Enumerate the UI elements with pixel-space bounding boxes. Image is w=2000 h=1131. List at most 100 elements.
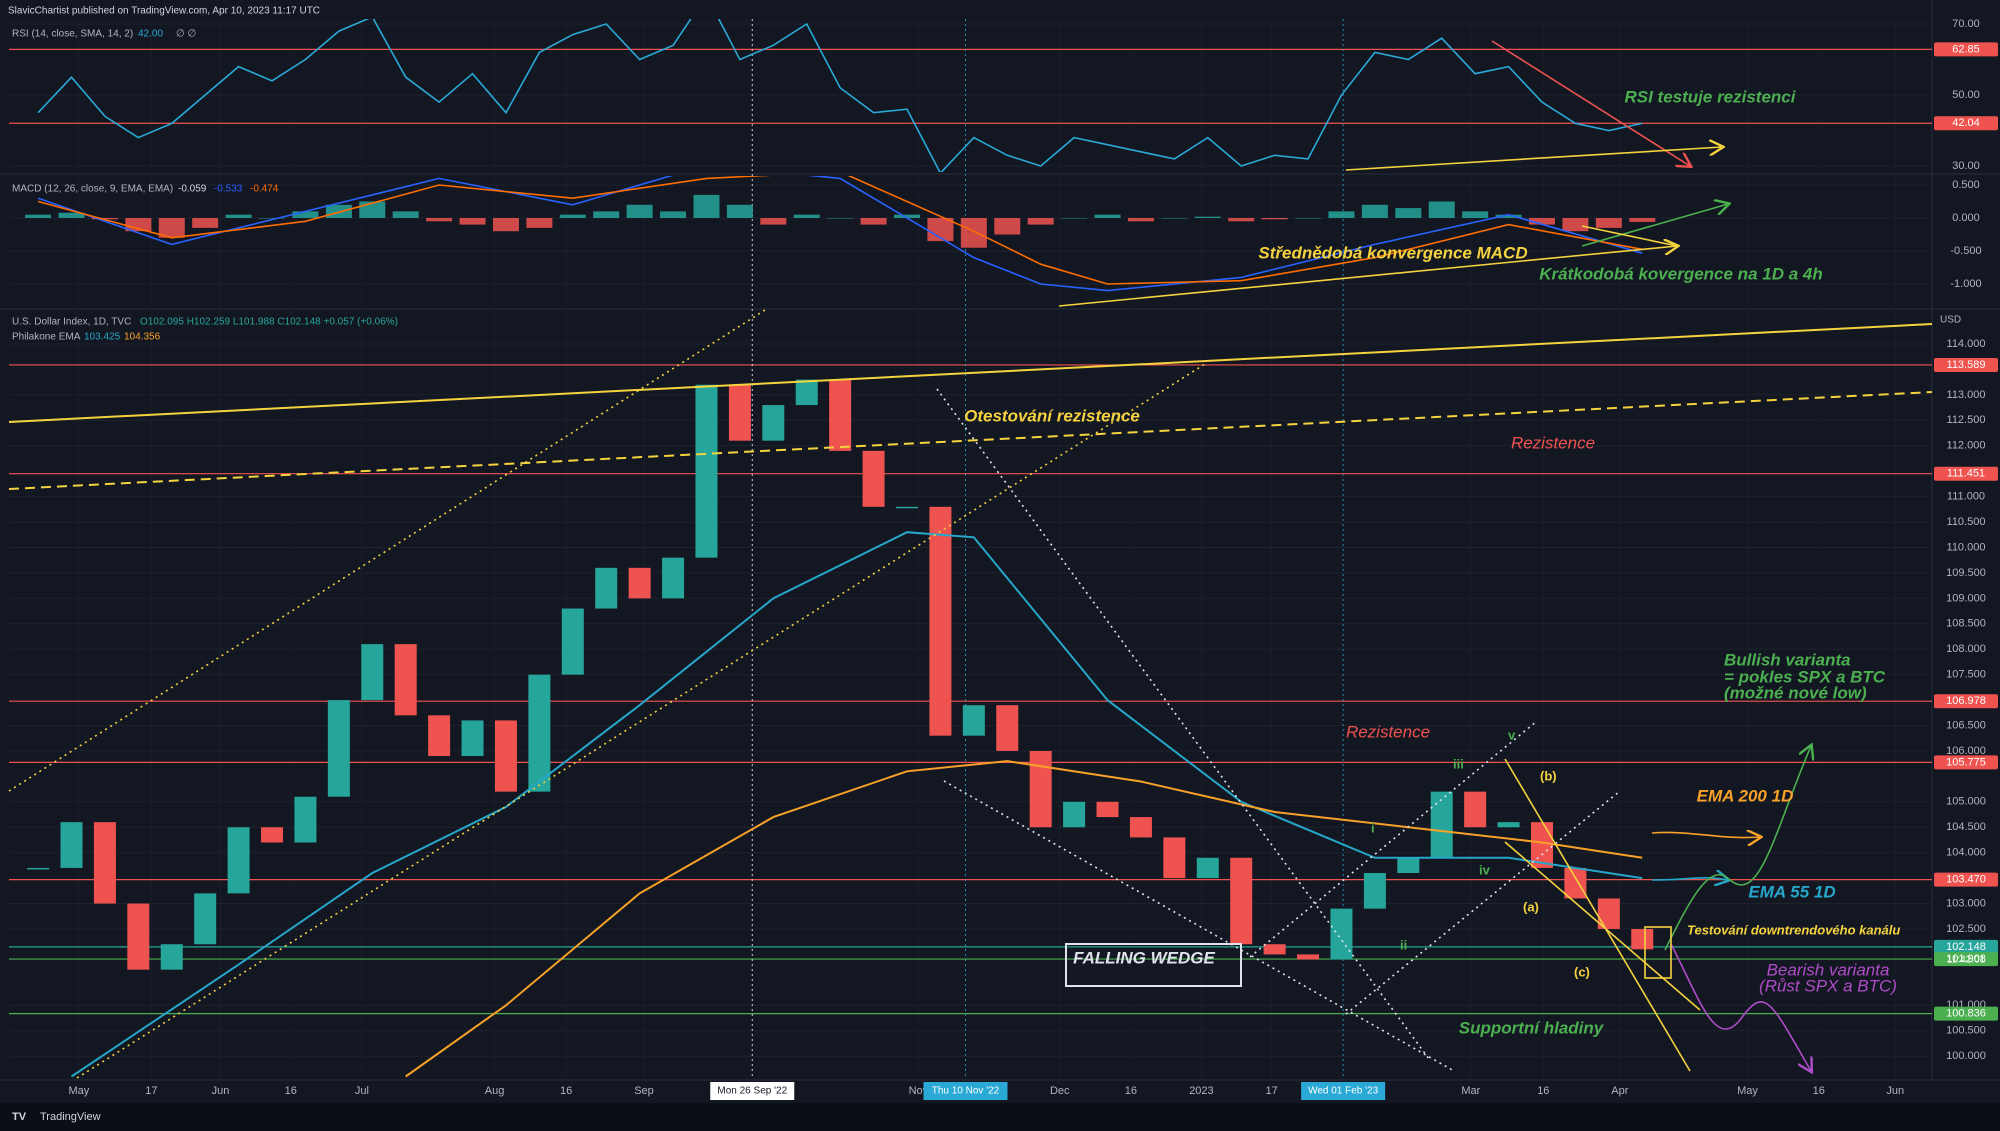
candle xyxy=(93,822,116,904)
annotation: = pokles SPX a BTC xyxy=(1724,667,1886,686)
candle xyxy=(461,720,484,757)
x-tick-label: 16 xyxy=(1125,1085,1137,1097)
marks xyxy=(25,19,1656,1078)
wedge-line xyxy=(943,780,1455,1072)
y-tick-label: 114.000 xyxy=(1947,338,1986,350)
candle xyxy=(1430,791,1453,858)
candle xyxy=(728,384,751,441)
histogram-bar xyxy=(1194,216,1221,218)
histogram-bar xyxy=(1027,217,1054,225)
drawings xyxy=(8,40,1933,1079)
channel-line xyxy=(76,363,1206,1079)
histogram-bar xyxy=(58,212,85,218)
level-label: 103.470 xyxy=(1946,874,1986,886)
date-badge xyxy=(710,1082,795,1100)
ema200-line xyxy=(405,760,1643,1078)
wave-label: i xyxy=(1371,820,1375,835)
annotation: EMA 200 1D xyxy=(1697,786,1794,805)
histogram-bar xyxy=(526,217,553,228)
rsi-legend-extra: ∅ ∅ xyxy=(176,29,196,40)
histogram-bar xyxy=(1428,201,1455,218)
candle xyxy=(1029,750,1052,828)
candle xyxy=(896,506,919,509)
level-badge xyxy=(1934,872,1998,887)
channel-line xyxy=(1249,720,1538,958)
histogram-bar xyxy=(1495,214,1522,218)
y-tick-label: 109.000 xyxy=(1946,592,1986,604)
y-tick-label: 70.00 xyxy=(1952,18,1980,30)
histogram-bar xyxy=(1161,217,1188,219)
x-tick-label: Aug xyxy=(485,1085,505,1097)
price-ohlc: O102.095 H102.259 L101.988 C102.148 +0.0… xyxy=(140,317,398,328)
x-tick-label: 16 xyxy=(1537,1085,1549,1097)
macd-legend-value: -0.533 xyxy=(214,184,243,195)
wedge-line xyxy=(936,388,1430,1060)
candle xyxy=(662,557,685,599)
y-tick-label: 103.000 xyxy=(1946,897,1986,909)
rsi-legend-value: 42.00 xyxy=(138,29,163,40)
candle xyxy=(160,944,183,970)
histogram-bar xyxy=(1562,217,1589,232)
histogram-bar xyxy=(426,217,453,222)
candle xyxy=(561,608,584,675)
histogram-bar xyxy=(292,211,319,218)
candle xyxy=(628,567,651,599)
x-tick-label: Dec xyxy=(1050,1085,1070,1097)
candle xyxy=(494,720,517,792)
y-tick-label: 109.500 xyxy=(1946,567,1986,579)
ema55-line xyxy=(70,531,1643,1078)
y-tick-label: 0.000 xyxy=(1952,212,1980,224)
rsi-line xyxy=(37,19,1643,172)
x-tick-label: Mar xyxy=(1461,1085,1480,1097)
footer-bar xyxy=(0,1103,2000,1131)
candle xyxy=(1464,791,1487,828)
histogram-bar xyxy=(894,214,921,218)
macd-line xyxy=(37,176,1643,292)
level-badge xyxy=(1934,116,1998,131)
candle xyxy=(1297,954,1320,960)
candle xyxy=(695,384,718,558)
brand-logo: TV xyxy=(12,1111,27,1123)
candle xyxy=(1397,857,1420,874)
y-tick-label: 106.000 xyxy=(1946,745,1986,757)
rsi-support-arrow xyxy=(1345,147,1722,171)
histogram-bar xyxy=(1462,211,1489,218)
wave-label: iii xyxy=(1453,756,1464,771)
date-badge-label: Mon 26 Sep '22 xyxy=(717,1086,787,1097)
level-badge xyxy=(1934,1006,1998,1021)
candle xyxy=(962,705,985,736)
rsi-legend: RSI (14, close, SMA, 14, 2) xyxy=(12,29,133,40)
candle xyxy=(1597,898,1620,929)
annotation: FALLING WEDGE xyxy=(1073,948,1215,967)
y-tick-label: 110.000 xyxy=(1947,541,1986,553)
y-tick-label: -1.000 xyxy=(1950,278,1981,290)
currency: USD xyxy=(1940,315,1961,326)
brand: TradingView xyxy=(40,1111,101,1123)
histogram-bar xyxy=(660,211,687,218)
date-badge-label: Thu 10 Nov '22 xyxy=(932,1086,1000,1097)
labels: SlavicChartist published on TradingView.… xyxy=(8,6,1961,1123)
wave-label: (a) xyxy=(1523,899,1539,914)
candle xyxy=(361,644,384,701)
wave-label: ii xyxy=(1400,937,1407,952)
candle xyxy=(996,705,1019,751)
candle xyxy=(294,796,317,843)
x-tick-label: Apr xyxy=(1611,1085,1628,1097)
macd-short-line xyxy=(1581,225,1678,247)
histogram-bar xyxy=(392,211,419,218)
macd-legend-value: -0.059 xyxy=(178,184,207,195)
candle xyxy=(1330,908,1353,960)
histogram-bar xyxy=(960,217,987,248)
level-badge xyxy=(1934,755,1998,770)
publisher: SlavicChartist published on TradingView.… xyxy=(8,6,320,17)
histogram-bar xyxy=(827,217,854,219)
candle xyxy=(394,644,417,716)
histogram-bar xyxy=(1629,217,1656,222)
level-badge xyxy=(1934,694,1998,709)
annotation: Rezistence xyxy=(1511,433,1595,452)
level-label: 101.908 xyxy=(1946,953,1986,965)
histogram-bar xyxy=(125,217,152,232)
ema-legend-value: 103.425 xyxy=(84,332,121,343)
